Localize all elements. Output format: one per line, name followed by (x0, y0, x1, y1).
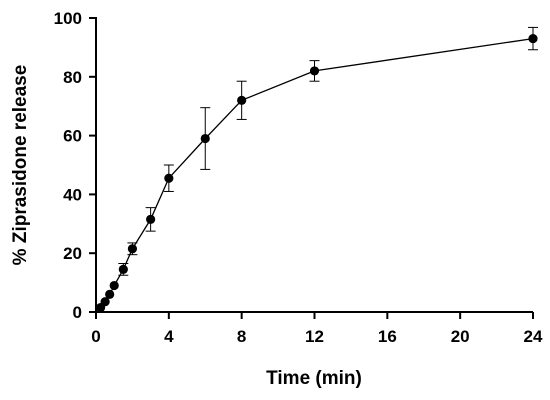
data-point (118, 264, 128, 274)
data-point (105, 289, 115, 299)
series-line (100, 37, 534, 308)
x-tick-label: 8 (237, 327, 246, 346)
data-point (164, 173, 174, 183)
y-tick-label: 40 (63, 185, 82, 204)
series-group (95, 26, 538, 313)
data-point (528, 33, 538, 44)
data-point (200, 133, 210, 144)
x-ticks: 0 4 8 12 16 20 24 (91, 312, 543, 346)
x-tick-label: 12 (305, 327, 324, 346)
data-point (127, 244, 138, 254)
x-tick-label: 24 (524, 327, 543, 346)
data-point (109, 280, 119, 291)
x-tick-label: 4 (164, 327, 174, 346)
x-tick-label: 16 (378, 327, 397, 346)
x-tick-label: 0 (91, 327, 100, 346)
y-tick-label: 0 (73, 303, 82, 322)
x-axis: 0 4 8 12 16 20 24 (91, 311, 543, 346)
data-point (146, 214, 156, 224)
y-tick-label: 20 (63, 244, 82, 263)
y-tick-label: 60 (63, 127, 82, 146)
x-axis-title: Time (min) (266, 368, 362, 389)
x-tick-label: 20 (451, 327, 470, 346)
data-point (100, 297, 110, 307)
y-axis-title: % Ziprasidone release (10, 65, 31, 266)
data-point (309, 66, 320, 76)
data-point (237, 95, 247, 105)
y-tick-label: 80 (63, 68, 82, 87)
y-ticks: 0 20 40 60 80 100 (54, 9, 96, 322)
y-tick-label: 100 (54, 9, 82, 28)
y-axis: 0 20 40 60 80 100 (54, 9, 97, 322)
